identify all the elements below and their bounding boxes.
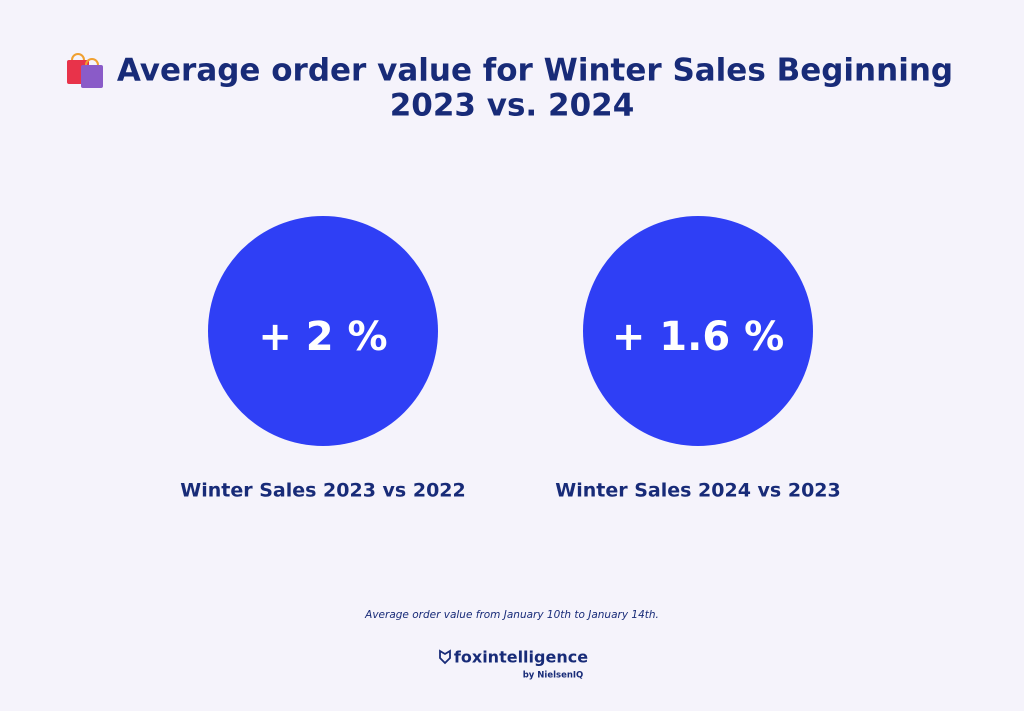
footnote: Average order value from January 10th to… (364, 609, 659, 621)
stat-value: + 2 % (258, 314, 387, 360)
stat-circle (208, 216, 438, 446)
brand-name: foxintelligence (454, 648, 588, 667)
brand-tagline: by NielsenIQ (523, 671, 584, 681)
brand-icon (439, 649, 451, 665)
stat-value: + 1.6 % (612, 314, 784, 360)
bags-icon (67, 53, 103, 88)
stat-circle (583, 216, 813, 446)
title-line: 2023 vs. 2024 (390, 88, 635, 124)
stat-label: Winter Sales 2023 vs 2022 (180, 480, 465, 502)
stat-label: Winter Sales 2024 vs 2023 (555, 480, 840, 502)
title-line: Average order value for Winter Sales Beg… (117, 53, 953, 89)
